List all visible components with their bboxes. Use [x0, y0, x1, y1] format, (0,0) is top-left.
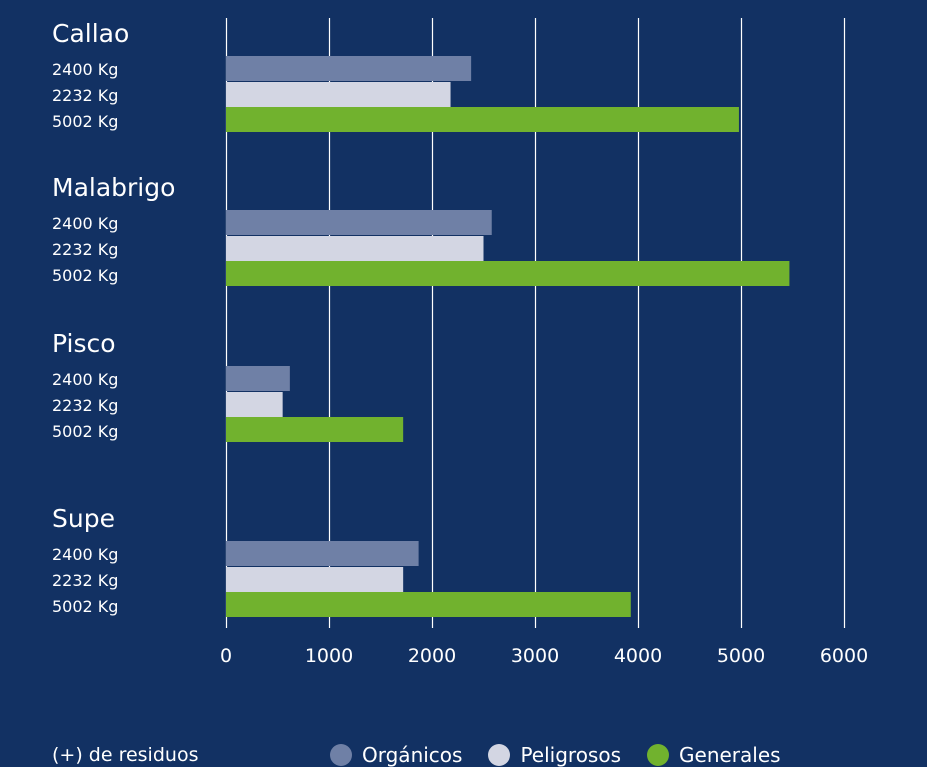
- bar-orgánicos: [226, 56, 472, 81]
- bar-generales: [226, 592, 631, 617]
- bar-value-label: 2232 Kg: [52, 86, 118, 105]
- group-title: Pisco: [52, 329, 116, 358]
- bar-generales: [226, 107, 739, 132]
- x-tick-label: 0: [220, 645, 232, 667]
- bar-value-label: 5002 Kg: [52, 597, 118, 616]
- bar-orgánicos: [226, 210, 492, 235]
- legend-dot-generales-icon: [647, 744, 670, 766]
- legend-item-peligrosos: Peligrosos: [488, 743, 621, 767]
- group-title: Malabrigo: [52, 173, 175, 202]
- bar-orgánicos: [226, 366, 290, 391]
- bar-peligrosos: [226, 392, 283, 417]
- x-tick-label: 6000: [820, 645, 868, 667]
- group-title: Supe: [52, 504, 115, 533]
- bar-peligrosos: [226, 82, 451, 107]
- bar-generales: [226, 417, 404, 442]
- bar-chart: 0 1000 2000 3000 4000 5000 6000 Callao 2400 Kg 22…: [52, 18, 868, 667]
- legend-item-organicos: Orgánicos: [330, 743, 462, 767]
- legend-items: Orgánicos Peligrosos Generales: [330, 743, 781, 767]
- x-tick-label: 4000: [614, 645, 662, 667]
- legend: (+) de residuos Orgánicos Peligrosos Gen…: [0, 734, 927, 767]
- x-tick-label: 2000: [408, 645, 456, 667]
- bar-value-label: 2400 Kg: [52, 545, 118, 564]
- bar-value-label: 2232 Kg: [52, 240, 118, 259]
- legend-dot-peligrosos-icon: [488, 744, 511, 766]
- x-tick-label: 5000: [717, 645, 765, 667]
- bar-value-label: 5002 Kg: [52, 422, 118, 441]
- x-tick-label: 3000: [511, 645, 559, 667]
- bar-value-label: 2232 Kg: [52, 571, 118, 590]
- bar-value-label: 5002 Kg: [52, 112, 118, 131]
- bar-value-label: 5002 Kg: [52, 266, 118, 285]
- bar-value-label: 2400 Kg: [52, 60, 118, 79]
- legend-dot-organicos-icon: [330, 744, 352, 766]
- bar-peligrosos: [226, 567, 404, 592]
- legend-caption: (+) de residuos: [52, 744, 199, 766]
- legend-label-peligrosos: Peligrosos: [520, 743, 622, 767]
- bar-generales: [226, 261, 790, 286]
- bar-peligrosos: [226, 236, 484, 261]
- bar-value-label: 2400 Kg: [52, 370, 118, 389]
- bar-value-label: 2232 Kg: [52, 396, 118, 415]
- legend-label-organicos: Orgánicos: [362, 743, 463, 767]
- bar-orgánicos: [226, 541, 419, 566]
- x-tick-label: 1000: [305, 645, 353, 667]
- bar-value-label: 2400 Kg: [52, 214, 118, 233]
- group-title: Callao: [52, 19, 129, 48]
- legend-label-generales: Generales: [679, 743, 781, 767]
- legend-item-generales: Generales: [647, 743, 781, 767]
